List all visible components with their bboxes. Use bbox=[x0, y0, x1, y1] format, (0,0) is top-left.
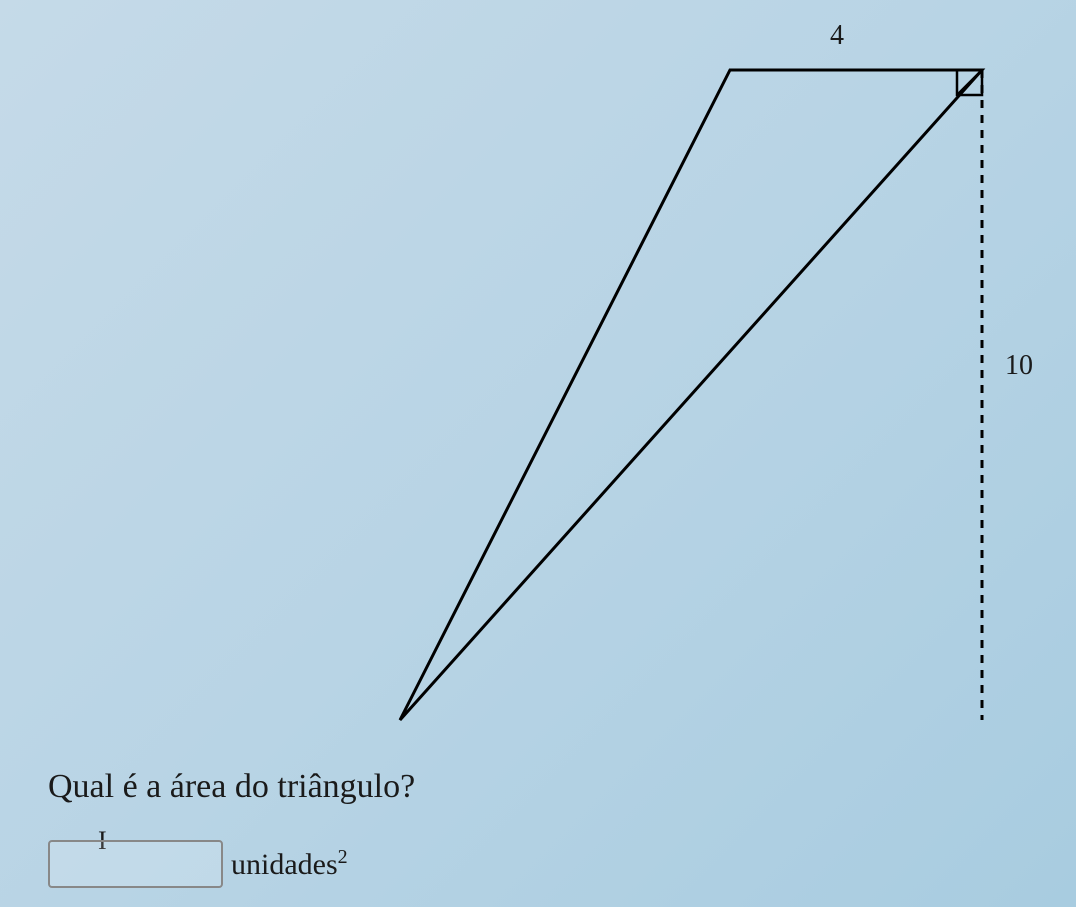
right-angle-diagonal bbox=[957, 70, 982, 95]
triangle-shape bbox=[400, 70, 982, 720]
units-exponent: 2 bbox=[338, 846, 348, 868]
triangle-diagram: 4 10 bbox=[350, 20, 1030, 740]
answer-row: unidades2 bbox=[48, 840, 348, 888]
triangle-svg bbox=[350, 20, 1030, 740]
height-label: 10 bbox=[1005, 350, 1033, 382]
base-label: 4 bbox=[830, 20, 844, 52]
units-label: unidades2 bbox=[231, 846, 348, 882]
units-text: unidades bbox=[231, 848, 338, 881]
area-answer-input[interactable] bbox=[48, 840, 223, 888]
question-text: Qual é a área do triângulo? bbox=[48, 768, 415, 806]
